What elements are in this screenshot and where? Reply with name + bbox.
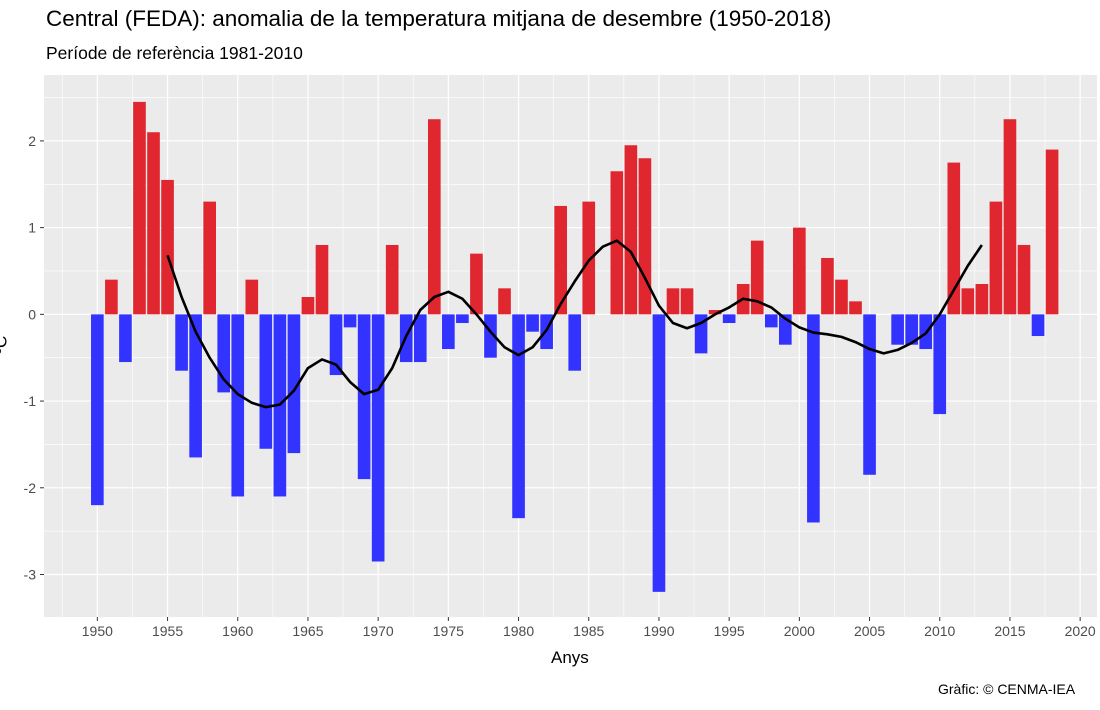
bar-2013 [975,283,989,315]
smoothed-trend-line [166,239,983,409]
y-tick-label: -3 [24,567,37,583]
x-axis-label: Anys [551,648,589,667]
bar-2004 [849,301,862,315]
bar-1965 [301,297,315,315]
x-tick-label: 1985 [573,623,604,639]
chart-title: Central (FEDA): anomalia de la temperatu… [46,6,832,31]
bar-1971 [385,244,399,315]
bar-1950 [91,314,104,506]
bar-2010 [933,314,947,415]
bar-1970 [371,314,385,562]
bar-1998 [764,314,778,328]
x-tick-label: 1990 [643,623,674,639]
bar-1957 [189,314,202,458]
bar-2018 [1045,149,1059,315]
x-tick-label: 1975 [433,623,464,639]
bar-1973 [413,314,427,363]
x-tick-label: 2015 [994,623,1025,639]
bar-1997 [750,240,764,315]
bar-1995 [722,314,736,324]
bar-1951 [105,279,118,315]
x-tick-label: 2000 [784,623,815,639]
bar-2001 [807,314,820,523]
x-tick-label: 2020 [1065,623,1096,639]
y-tick-label: 2 [28,133,36,149]
bar-2014 [989,201,1003,315]
chart-caption: Gràfic: © CENMA-IEA [938,681,1076,697]
bar-1962 [259,314,273,449]
bar-2000 [793,227,806,315]
bar-2008 [905,314,918,345]
bar-1992 [680,288,694,315]
x-tick-label: 1970 [363,623,394,639]
bar-1980 [512,314,525,519]
x-tick-label: 2005 [854,623,885,639]
bar-1988 [624,145,638,315]
bar-1954 [147,132,160,315]
bar-1979 [498,288,511,315]
x-tick-label: 1955 [152,623,183,639]
x-tick-label: 1965 [292,623,323,639]
y-tick-label: 1 [28,220,36,236]
bar-1976 [456,314,469,324]
bar-1984 [568,314,582,371]
x-tick-label: 1980 [503,623,534,639]
bar-2005 [863,314,876,475]
bar-1953 [133,101,146,315]
x-tick-label: 2010 [924,623,955,639]
x-tick-label: 1995 [714,623,745,639]
bar-2003 [835,279,848,315]
chart-subtitle: Període de referència 1981-2010 [46,43,303,63]
y-tick-label: -2 [24,480,37,496]
bar-2002 [821,257,834,315]
bar-1978 [484,314,497,358]
bar-1983 [554,205,567,315]
bar-1955 [161,179,174,315]
bar-2012 [961,288,975,315]
bar-1985 [582,201,596,315]
x-tick-label: 1950 [82,623,113,639]
x-tick-label: 1960 [222,623,253,639]
bar-1961 [245,279,259,315]
bar-1960 [231,314,245,497]
bar-1981 [526,314,539,332]
bar-1966 [315,244,329,315]
bar-1952 [119,314,132,363]
bar-1989 [638,158,652,315]
bar-1975 [442,314,455,350]
bar-2016 [1017,244,1031,315]
bar-1967 [329,314,343,376]
bar-1974 [427,119,441,315]
bar-1987 [610,171,624,315]
bar-2007 [891,314,904,345]
bar-1964 [287,314,301,454]
bar-1991 [666,288,680,315]
bar-1977 [470,253,483,315]
y-tick-label: -1 [24,393,37,409]
bar-1994 [708,310,722,315]
bar-1956 [175,314,188,371]
bar-1969 [357,314,371,480]
bar-2015 [1003,119,1017,315]
bar-1968 [343,314,357,328]
bar-1958 [203,201,216,315]
bar-1990 [652,314,666,592]
bar-2011 [947,162,961,315]
y-tick-label: 0 [28,306,36,322]
bar-2017 [1031,314,1045,337]
